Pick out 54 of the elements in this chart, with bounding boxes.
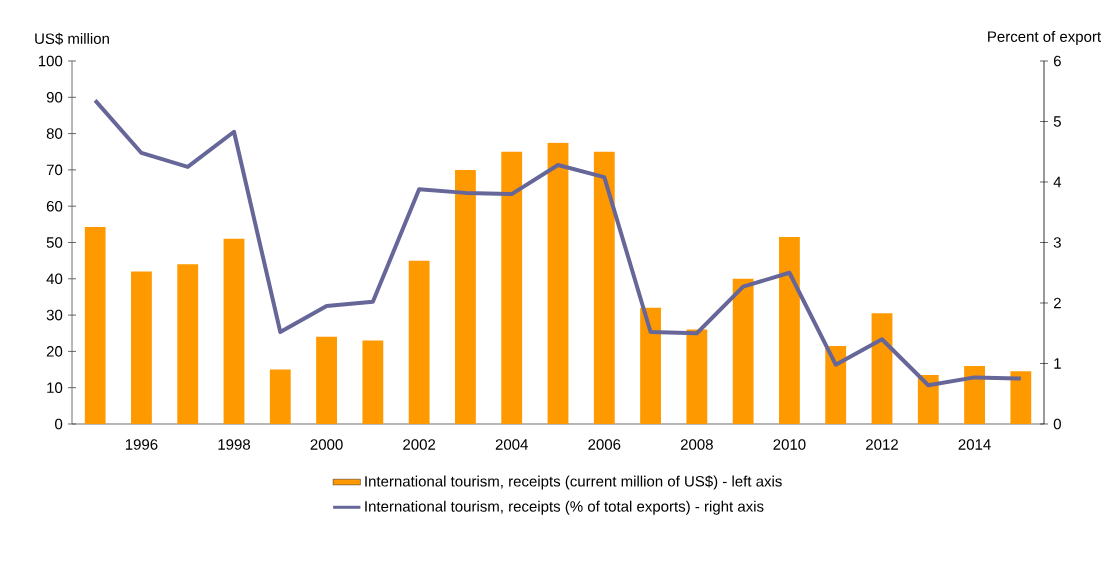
y2-tick-label: 2 (1053, 297, 1061, 309)
x-tick-label: 2008 (680, 439, 713, 450)
y-axis-title: US$ million (35, 32, 109, 45)
y-tick-label: 60 (46, 200, 63, 212)
y2-tick-label: 5 (1053, 116, 1061, 127)
bar (269, 369, 291, 424)
bar (779, 237, 800, 424)
bar (455, 169, 476, 424)
y2-tick-label: 4 (1053, 176, 1062, 188)
bar (177, 264, 199, 424)
y-tick-label: 100 (38, 55, 63, 67)
bar (964, 365, 985, 424)
bar (732, 278, 754, 424)
bar (501, 151, 523, 424)
x-tick-label: 2012 (866, 439, 898, 450)
y-tick-label: 50 (46, 237, 63, 248)
bar (593, 151, 615, 424)
y2-axis-title: Percent of export (988, 30, 1101, 45)
y2-tick-label: 6 (1053, 55, 1061, 67)
y-tick-label: 70 (46, 164, 63, 176)
x-tick-label: 2000 (310, 439, 343, 450)
x-tick-label: 2004 (495, 439, 528, 450)
bar (640, 307, 661, 424)
y2-tick-label: 1 (1054, 358, 1061, 369)
y-tick-label: 20 (46, 346, 63, 357)
x-tick-label: 1998 (218, 439, 251, 450)
y-tick-label: 30 (46, 309, 63, 321)
y2-tick-label: 0 (1053, 418, 1061, 430)
bar (84, 226, 106, 424)
y-tick-label: 10 (47, 382, 63, 393)
y-tick-label: 80 (46, 128, 63, 139)
bar (686, 329, 708, 424)
y2-tick-label: 3 (1053, 237, 1061, 248)
line-series (93, 98, 1023, 388)
x-tick-label: 2006 (588, 439, 621, 450)
bar (1010, 371, 1032, 424)
bar (362, 340, 384, 424)
legend-label: International tourism, receipts (current million of US$) - left axis (365, 475, 782, 490)
bar (547, 142, 569, 424)
y-tick-label: 0 (55, 418, 63, 430)
bar (223, 238, 245, 424)
bar (825, 345, 847, 424)
x-tick-label: 2014 (958, 439, 991, 450)
bar (408, 260, 430, 424)
bar (316, 336, 337, 424)
x-tick-label: 2002 (403, 439, 436, 450)
y-tick-label: 40 (46, 273, 63, 285)
legend-label: International tourism, receipts (% of total exports) - right axis (365, 500, 764, 515)
x-tick-label: 2010 (773, 439, 806, 450)
bar (917, 374, 939, 424)
x-tick-label: 1996 (125, 439, 158, 450)
bar (871, 313, 893, 424)
y-tick-label: 90 (46, 91, 63, 103)
bar (131, 271, 152, 424)
